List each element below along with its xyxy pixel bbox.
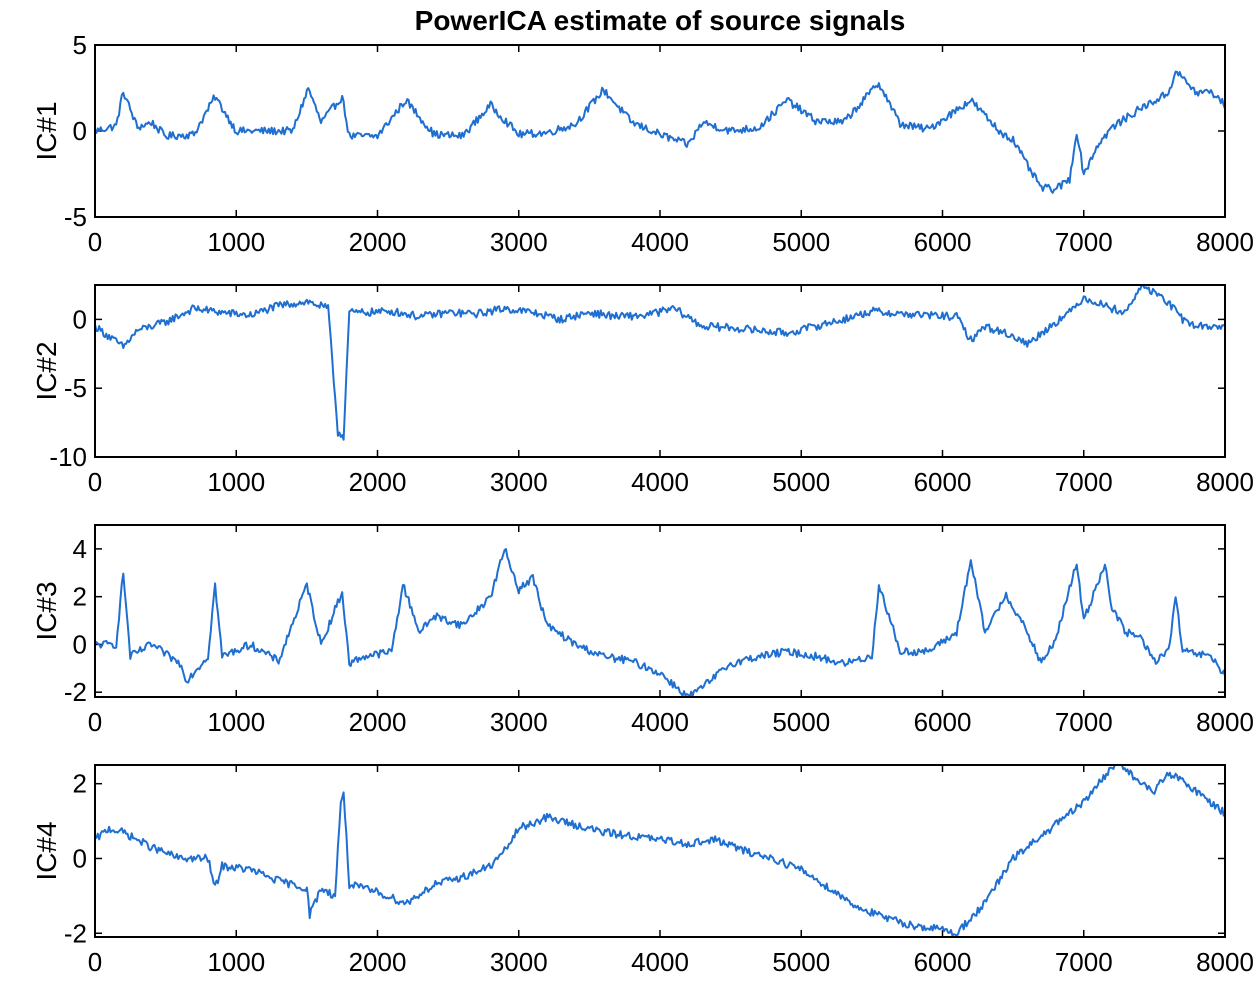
y-axis-label: IC#2	[31, 341, 62, 400]
x-tick-label: 8000	[1196, 467, 1254, 497]
x-tick-label: 6000	[914, 707, 972, 737]
x-tick-label: 2000	[349, 227, 407, 257]
x-tick-label: 6000	[914, 467, 972, 497]
axes-frame	[94, 764, 1226, 938]
y-tick-label: -2	[64, 918, 87, 948]
series-line-ic4	[94, 764, 1226, 937]
x-tick-label: 4000	[631, 707, 689, 737]
x-tick-label: 8000	[1196, 947, 1254, 977]
y-tick-label: 4	[73, 534, 87, 564]
x-tick-label: 0	[88, 947, 102, 977]
x-tick-labels: 0 1000 2000 3000 4000 5000 6000 7000 800…	[88, 707, 1254, 737]
x-tick-label: 1000	[207, 947, 265, 977]
y-tick-label: -2	[64, 677, 87, 707]
chart-title: PowerICA estimate of source signals	[415, 5, 906, 36]
x-tick-label: 7000	[1055, 707, 1113, 737]
x-tick-labels: 0 1000 2000 3000 4000 5000 6000 7000 800…	[88, 227, 1254, 257]
x-tick-label: 2000	[349, 707, 407, 737]
y-tick-label: 0	[73, 304, 87, 334]
x-tick-label: 1000	[207, 707, 265, 737]
x-tick-label: 8000	[1196, 707, 1254, 737]
series-line-ic3	[94, 548, 1226, 698]
y-tick-label: 2	[73, 582, 87, 612]
ticks	[94, 765, 1226, 937]
x-tick-label: 5000	[772, 947, 830, 977]
y-tick-labels: -2 0 2	[64, 769, 87, 949]
x-tick-label: 0	[88, 227, 102, 257]
x-tick-label: 1000	[207, 467, 265, 497]
x-tick-label: 0	[88, 467, 102, 497]
y-tick-label: 0	[73, 843, 87, 873]
subplot-ic1: 0 1000 2000 3000 4000 5000 6000 7000 800…	[31, 30, 1254, 257]
axes-frame	[94, 284, 1226, 458]
axes-frame	[94, 44, 1226, 218]
y-tick-labels: -10 -5 0	[49, 304, 87, 472]
x-tick-label: 2000	[349, 467, 407, 497]
x-tick-label: 2000	[349, 947, 407, 977]
y-tick-labels: -5 0 5	[64, 30, 87, 232]
x-tick-labels: 0 1000 2000 3000 4000 5000 6000 7000 800…	[88, 467, 1254, 497]
subplot-ic2: 0 1000 2000 3000 4000 5000 6000 7000 800…	[31, 284, 1254, 497]
y-tick-label: -5	[64, 202, 87, 232]
y-axis-label: IC#1	[31, 101, 62, 160]
x-tick-label: 1000	[207, 227, 265, 257]
x-tick-label: 7000	[1055, 467, 1113, 497]
x-tick-labels: 0 1000 2000 3000 4000 5000 6000 7000 800…	[88, 947, 1254, 977]
x-tick-label: 7000	[1055, 227, 1113, 257]
x-tick-label: 3000	[490, 467, 548, 497]
x-tick-label: 3000	[490, 707, 548, 737]
y-tick-label: 0	[73, 116, 87, 146]
subplot-ic4: 0 1000 2000 3000 4000 5000 6000 7000 800…	[31, 764, 1254, 977]
x-tick-label: 8000	[1196, 227, 1254, 257]
x-tick-label: 4000	[631, 227, 689, 257]
series-line-ic1	[94, 70, 1226, 194]
y-axis-label: IC#4	[31, 821, 62, 880]
x-tick-label: 3000	[490, 947, 548, 977]
y-tick-label: -10	[49, 442, 87, 472]
x-tick-label: 7000	[1055, 947, 1113, 977]
x-tick-label: 5000	[772, 227, 830, 257]
series-layer	[94, 284, 1226, 441]
y-axis-label: IC#3	[31, 581, 62, 640]
series-line-ic2	[94, 284, 1226, 441]
y-tick-label: 5	[73, 30, 87, 60]
y-tick-labels: -2 0 2 4	[64, 534, 87, 707]
x-tick-label: 0	[88, 707, 102, 737]
x-tick-label: 6000	[914, 227, 972, 257]
y-tick-label: 0	[73, 629, 87, 659]
x-tick-label: 5000	[772, 467, 830, 497]
series-layer	[94, 548, 1226, 698]
x-tick-label: 3000	[490, 227, 548, 257]
x-tick-label: 6000	[914, 947, 972, 977]
x-tick-label: 4000	[631, 467, 689, 497]
y-tick-label: 2	[73, 769, 87, 799]
x-tick-label: 5000	[772, 707, 830, 737]
series-layer	[94, 764, 1226, 937]
x-tick-label: 4000	[631, 947, 689, 977]
ticks	[94, 525, 1226, 697]
series-layer	[94, 70, 1226, 194]
subplot-ic3: 0 1000 2000 3000 4000 5000 6000 7000 800…	[31, 524, 1254, 737]
axes-frame	[94, 524, 1226, 698]
y-tick-label: -5	[64, 373, 87, 403]
